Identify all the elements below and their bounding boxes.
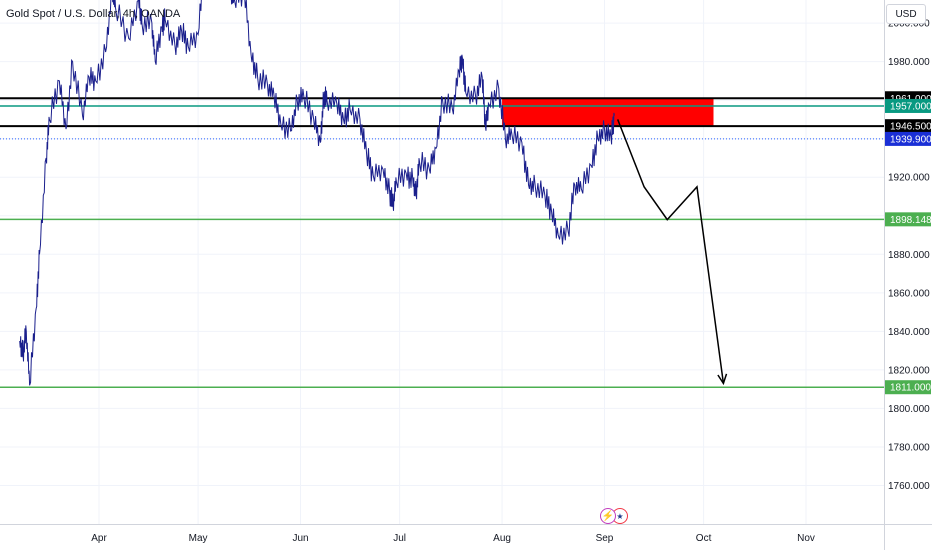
us-flag-icon[interactable]: ★ bbox=[612, 508, 628, 524]
event-markers[interactable]: ⚡ ★ bbox=[600, 508, 628, 526]
y-tick-label: 1820.000 bbox=[888, 365, 930, 376]
currency-button[interactable]: USD bbox=[886, 4, 926, 24]
level-label: 1898.148 bbox=[890, 215, 932, 226]
x-tick-label: Sep bbox=[596, 533, 614, 544]
level-label-box bbox=[885, 380, 931, 395]
x-tick-label: Jun bbox=[292, 533, 308, 544]
level-label-box bbox=[885, 131, 931, 146]
x-tick-label: Oct bbox=[696, 533, 712, 544]
supply-zone-rect bbox=[502, 98, 714, 127]
y-tick-label: 1760.000 bbox=[888, 481, 930, 492]
level-label-box bbox=[885, 98, 931, 113]
projection-path bbox=[616, 119, 725, 384]
level-label-box bbox=[885, 212, 931, 227]
level-label: 1811.000 bbox=[890, 383, 931, 394]
price-line bbox=[19, 0, 615, 386]
level-label: 1939.900 bbox=[890, 134, 932, 145]
lightning-icon[interactable]: ⚡ bbox=[600, 508, 616, 524]
x-tick-label: Apr bbox=[91, 533, 107, 544]
y-tick-label: 1860.000 bbox=[888, 288, 930, 299]
level-label: 1946.500 bbox=[890, 122, 932, 133]
projection-arrowhead bbox=[717, 373, 728, 386]
level-label-box bbox=[885, 119, 931, 134]
y-tick-label: 1780.000 bbox=[888, 442, 930, 453]
y-tick-label: 1920.000 bbox=[888, 173, 930, 184]
y-tick-label: 2000.000 bbox=[888, 19, 930, 30]
y-tick-label: 1880.000 bbox=[888, 250, 930, 261]
level-label: 1957.000 bbox=[890, 101, 932, 112]
y-tick-label: 1980.000 bbox=[888, 57, 930, 68]
y-tick-label: 1840.000 bbox=[888, 327, 930, 338]
x-tick-label: Jul bbox=[393, 533, 406, 544]
y-tick-label: 1800.000 bbox=[888, 404, 930, 415]
x-tick-label: Nov bbox=[797, 533, 815, 544]
x-tick-label: Aug bbox=[493, 533, 511, 544]
x-tick-label: May bbox=[189, 533, 208, 544]
chart-title: Gold Spot / U.S. Dollar, 4h, OANDA bbox=[6, 8, 181, 20]
